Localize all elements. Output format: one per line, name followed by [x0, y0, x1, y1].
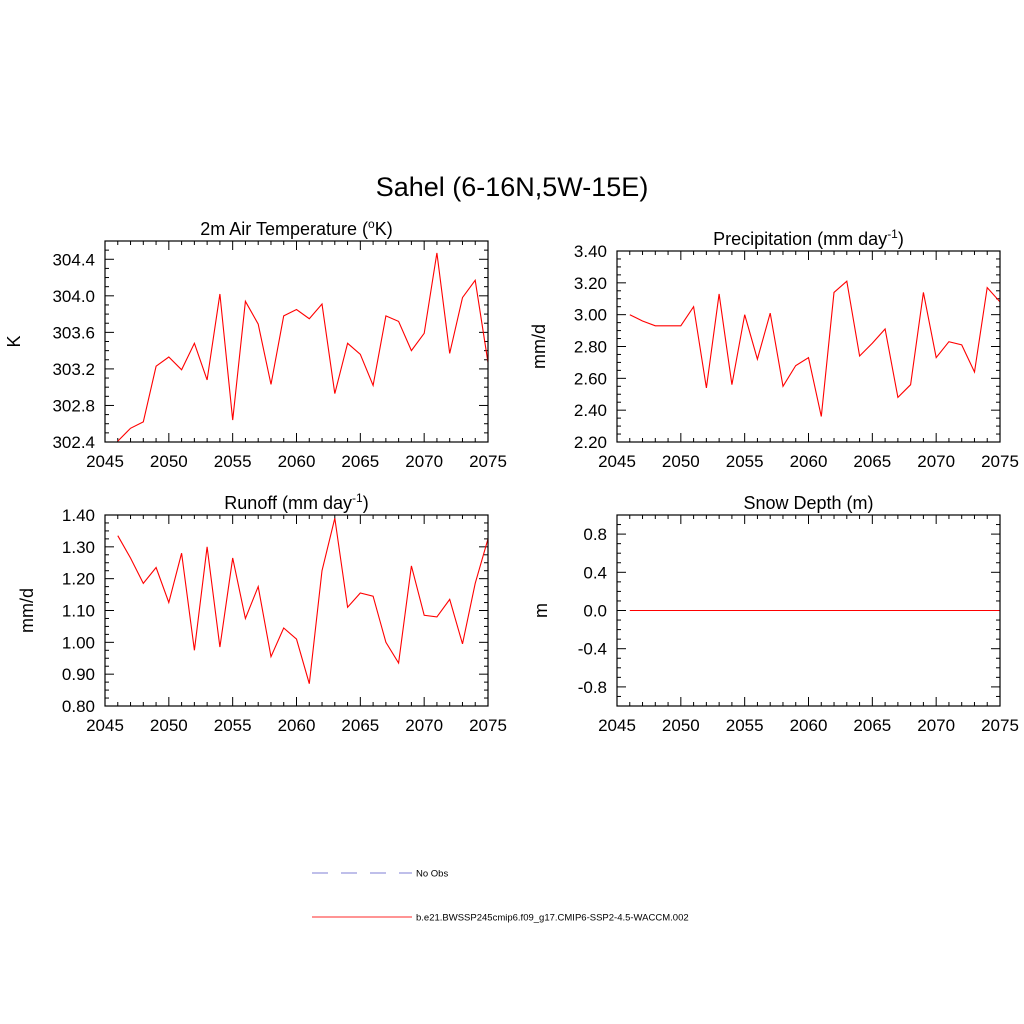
x-tick-label: 2075 [469, 716, 507, 735]
x-tick-label: 2070 [917, 452, 955, 471]
x-tick-label: 2050 [662, 716, 700, 735]
x-tick-label: 2075 [469, 452, 507, 471]
x-tick-label: 2045 [598, 716, 636, 735]
legend: No Obs b.e21.BWSSP245cmip6.f09_g17.CMIP6-… [312, 869, 689, 924]
panel-2: Precipitation (mm day-1) 2045 2050 2055 2060… [529, 227, 1019, 471]
y-tick-label: 302.8 [52, 396, 95, 415]
tick-marks [616, 514, 1001, 707]
panel-title-text-end: K) [375, 219, 393, 239]
legend-entry: b.e21.BWSSP245cmip6.f09_g17.CMIP6-SSP2-4… [312, 913, 689, 924]
y-tick-label: 1.10 [62, 602, 95, 621]
tick-marks [616, 250, 1001, 443]
y-axis-label: m [531, 603, 551, 618]
panel-1: 2m Air Temperature (oK) 2045 2050 2055 2060 2… [4, 217, 507, 471]
legend-entry: No Obs [312, 869, 448, 880]
y-tick-label: 2.40 [574, 401, 607, 420]
y-tick-label: -0.8 [578, 678, 607, 697]
panel-title-superscript: -1 [352, 491, 363, 505]
y-tick-label: 2.80 [574, 338, 607, 357]
y-axis-label: K [4, 335, 24, 347]
x-tick-label: 2055 [214, 716, 252, 735]
series-line [629, 280, 1000, 417]
x-tick-label: 2060 [278, 716, 316, 735]
x-tick-label: 2075 [981, 452, 1019, 471]
x-tick-label: 2070 [917, 716, 955, 735]
y-tick-label: 0.0 [583, 602, 607, 621]
y-tick-label: 303.2 [52, 360, 95, 379]
x-tick-label: 2045 [86, 452, 124, 471]
x-tick-label: 2045 [598, 452, 636, 471]
plot-frame [616, 250, 1001, 443]
y-tick-label: 304.4 [52, 250, 95, 269]
panel-title-text: 2m Air Temperature ( [200, 219, 368, 239]
x-tick-label: 2065 [341, 452, 379, 471]
legend-label: No Obs [416, 869, 448, 880]
y-tick-label: 3.00 [574, 306, 607, 325]
y-tick-label: -0.4 [578, 640, 607, 659]
panel-title: Runoff (mm day-1) [224, 491, 368, 513]
panel-title: 2m Air Temperature (oK) [200, 217, 392, 239]
y-tick-label: 2.20 [574, 433, 607, 452]
x-tick-label: 2060 [278, 452, 316, 471]
x-tick-label: 2060 [790, 716, 828, 735]
tick-marks [104, 514, 489, 707]
x-tick-label: 2075 [981, 716, 1019, 735]
panel-title-text: Snow Depth (m) [743, 493, 873, 513]
panel-title-text-end: ) [363, 493, 369, 513]
x-tick-label: 2050 [150, 716, 188, 735]
panel-title-text: Precipitation (mm day [713, 229, 887, 249]
panel-4: Snow Depth (m) 2045 2050 2055 2060 2065 2070 20… [531, 493, 1019, 735]
panel-title-text: Runoff (mm day [224, 493, 352, 513]
y-tick-label: 3.20 [574, 274, 607, 293]
x-tick-label: 2070 [405, 716, 443, 735]
x-tick-label: 2055 [726, 716, 764, 735]
x-tick-label: 2050 [150, 452, 188, 471]
x-tick-label: 2045 [86, 716, 124, 735]
x-tick-label: 2055 [726, 452, 764, 471]
x-tick-label: 2050 [662, 452, 700, 471]
y-axis-label: mm/d [17, 588, 37, 633]
legend-label: b.e21.BWSSP245cmip6.f09_g17.CMIP6-SSP2-4… [416, 913, 689, 924]
panel-title-superscript: -1 [887, 227, 898, 241]
panel-3: Runoff (mm day-1) 2045 2050 2055 2060 2065 207… [17, 491, 507, 735]
x-tick-label: 2065 [853, 452, 891, 471]
y-tick-label: 0.90 [62, 665, 95, 684]
panel-title-text-end: ) [898, 229, 904, 249]
plot-frame [104, 240, 489, 443]
x-tick-label: 2065 [853, 716, 891, 735]
y-tick-label: 303.6 [52, 323, 95, 342]
plot-frame [104, 514, 489, 707]
y-tick-label: 2.60 [574, 369, 607, 388]
y-tick-label: 3.40 [574, 242, 607, 261]
y-tick-label: 1.20 [62, 570, 95, 589]
panel-title: Snow Depth (m) [743, 493, 873, 513]
panel-title-superscript: o [368, 217, 375, 231]
y-axis-label: mm/d [529, 324, 549, 369]
panels-group: 2m Air Temperature (oK)2045 2050 2055 2060 2… [4, 217, 1019, 735]
panel-title: Precipitation (mm day-1) [713, 227, 904, 249]
x-tick-label: 2065 [341, 716, 379, 735]
tick-marks [104, 240, 489, 443]
x-tick-label: 2070 [405, 452, 443, 471]
figure-title: Sahel (6-16N,5W-15E) [376, 172, 649, 202]
series-line [117, 252, 488, 442]
x-tick-label: 2055 [214, 452, 252, 471]
y-tick-label: 0.8 [583, 525, 607, 544]
y-tick-label: 1.30 [62, 538, 95, 557]
y-tick-label: 302.4 [52, 433, 95, 452]
x-tick-label: 2060 [790, 452, 828, 471]
y-tick-label: 304.0 [52, 287, 95, 306]
series-line [117, 518, 488, 684]
y-tick-label: 0.80 [62, 697, 95, 716]
plot-frame [616, 514, 1001, 707]
y-tick-label: 1.40 [62, 506, 95, 525]
y-tick-label: 1.00 [62, 633, 95, 652]
y-tick-label: 0.4 [583, 563, 607, 582]
